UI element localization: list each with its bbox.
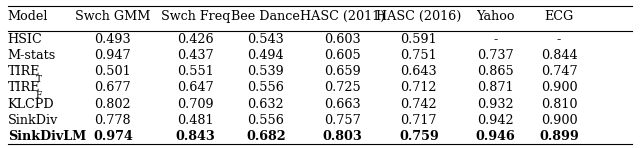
Text: 0.900: 0.900 (541, 82, 577, 94)
Text: 0.556: 0.556 (248, 114, 284, 127)
Text: 0.751: 0.751 (401, 49, 437, 62)
Text: 0.946: 0.946 (476, 130, 515, 143)
Text: 0.899: 0.899 (539, 130, 579, 143)
Text: -: - (493, 33, 497, 46)
Text: 0.426: 0.426 (177, 33, 214, 46)
Text: F: F (36, 91, 42, 100)
Text: 0.947: 0.947 (95, 49, 131, 62)
Text: SinkDiv: SinkDiv (8, 114, 58, 127)
Text: 0.682: 0.682 (246, 130, 285, 143)
Text: TIRE: TIRE (8, 65, 40, 78)
Text: Yahoo: Yahoo (476, 10, 515, 23)
Text: HASC (2016): HASC (2016) (376, 10, 461, 23)
Text: 0.742: 0.742 (401, 98, 437, 111)
Text: 0.747: 0.747 (541, 65, 577, 78)
Text: 0.543: 0.543 (248, 33, 284, 46)
Text: ECG: ECG (545, 10, 573, 23)
Text: 0.810: 0.810 (541, 98, 577, 111)
Text: 0.865: 0.865 (477, 65, 514, 78)
Text: M-stats: M-stats (8, 49, 56, 62)
Text: Swch Freq: Swch Freq (161, 10, 230, 23)
Text: 0.591: 0.591 (401, 33, 437, 46)
Text: HSIC: HSIC (8, 33, 42, 46)
Text: 0.632: 0.632 (248, 98, 284, 111)
Text: 0.725: 0.725 (324, 82, 361, 94)
Text: TIRE: TIRE (8, 82, 40, 94)
Text: 0.647: 0.647 (177, 82, 214, 94)
Text: 0.844: 0.844 (541, 49, 577, 62)
Text: 0.709: 0.709 (177, 98, 214, 111)
Text: 0.493: 0.493 (95, 33, 131, 46)
Text: 0.803: 0.803 (323, 130, 362, 143)
Text: 0.900: 0.900 (541, 114, 577, 127)
Text: 0.605: 0.605 (324, 49, 361, 62)
Text: 0.871: 0.871 (477, 82, 513, 94)
Text: Bee Dance: Bee Dance (232, 10, 300, 23)
Text: 0.717: 0.717 (401, 114, 437, 127)
Text: 0.737: 0.737 (477, 49, 513, 62)
Text: 0.437: 0.437 (177, 49, 214, 62)
Text: 0.942: 0.942 (477, 114, 513, 127)
Text: 0.759: 0.759 (399, 130, 438, 143)
Text: 0.663: 0.663 (324, 98, 360, 111)
Text: 0.481: 0.481 (177, 114, 214, 127)
Text: 0.757: 0.757 (324, 114, 361, 127)
Text: 0.539: 0.539 (248, 65, 284, 78)
Text: 0.932: 0.932 (477, 98, 513, 111)
Text: 0.659: 0.659 (324, 65, 361, 78)
Text: Model: Model (8, 10, 48, 23)
Text: 0.843: 0.843 (176, 130, 216, 143)
Text: 0.551: 0.551 (177, 65, 214, 78)
Text: T: T (36, 75, 42, 84)
Text: HASC (2011): HASC (2011) (300, 10, 385, 23)
Text: 0.677: 0.677 (95, 82, 131, 94)
Text: 0.643: 0.643 (401, 65, 437, 78)
Text: 0.556: 0.556 (248, 82, 284, 94)
Text: SinkDivLM: SinkDivLM (8, 130, 86, 143)
Text: 0.501: 0.501 (95, 65, 131, 78)
Text: 0.494: 0.494 (248, 49, 284, 62)
Text: 0.778: 0.778 (95, 114, 131, 127)
Text: Swch GMM: Swch GMM (76, 10, 150, 23)
Text: 0.974: 0.974 (93, 130, 133, 143)
Text: 0.802: 0.802 (95, 98, 131, 111)
Text: -: - (557, 33, 561, 46)
Text: KLCPD: KLCPD (8, 98, 54, 111)
Text: 0.712: 0.712 (401, 82, 437, 94)
Text: 0.603: 0.603 (324, 33, 360, 46)
